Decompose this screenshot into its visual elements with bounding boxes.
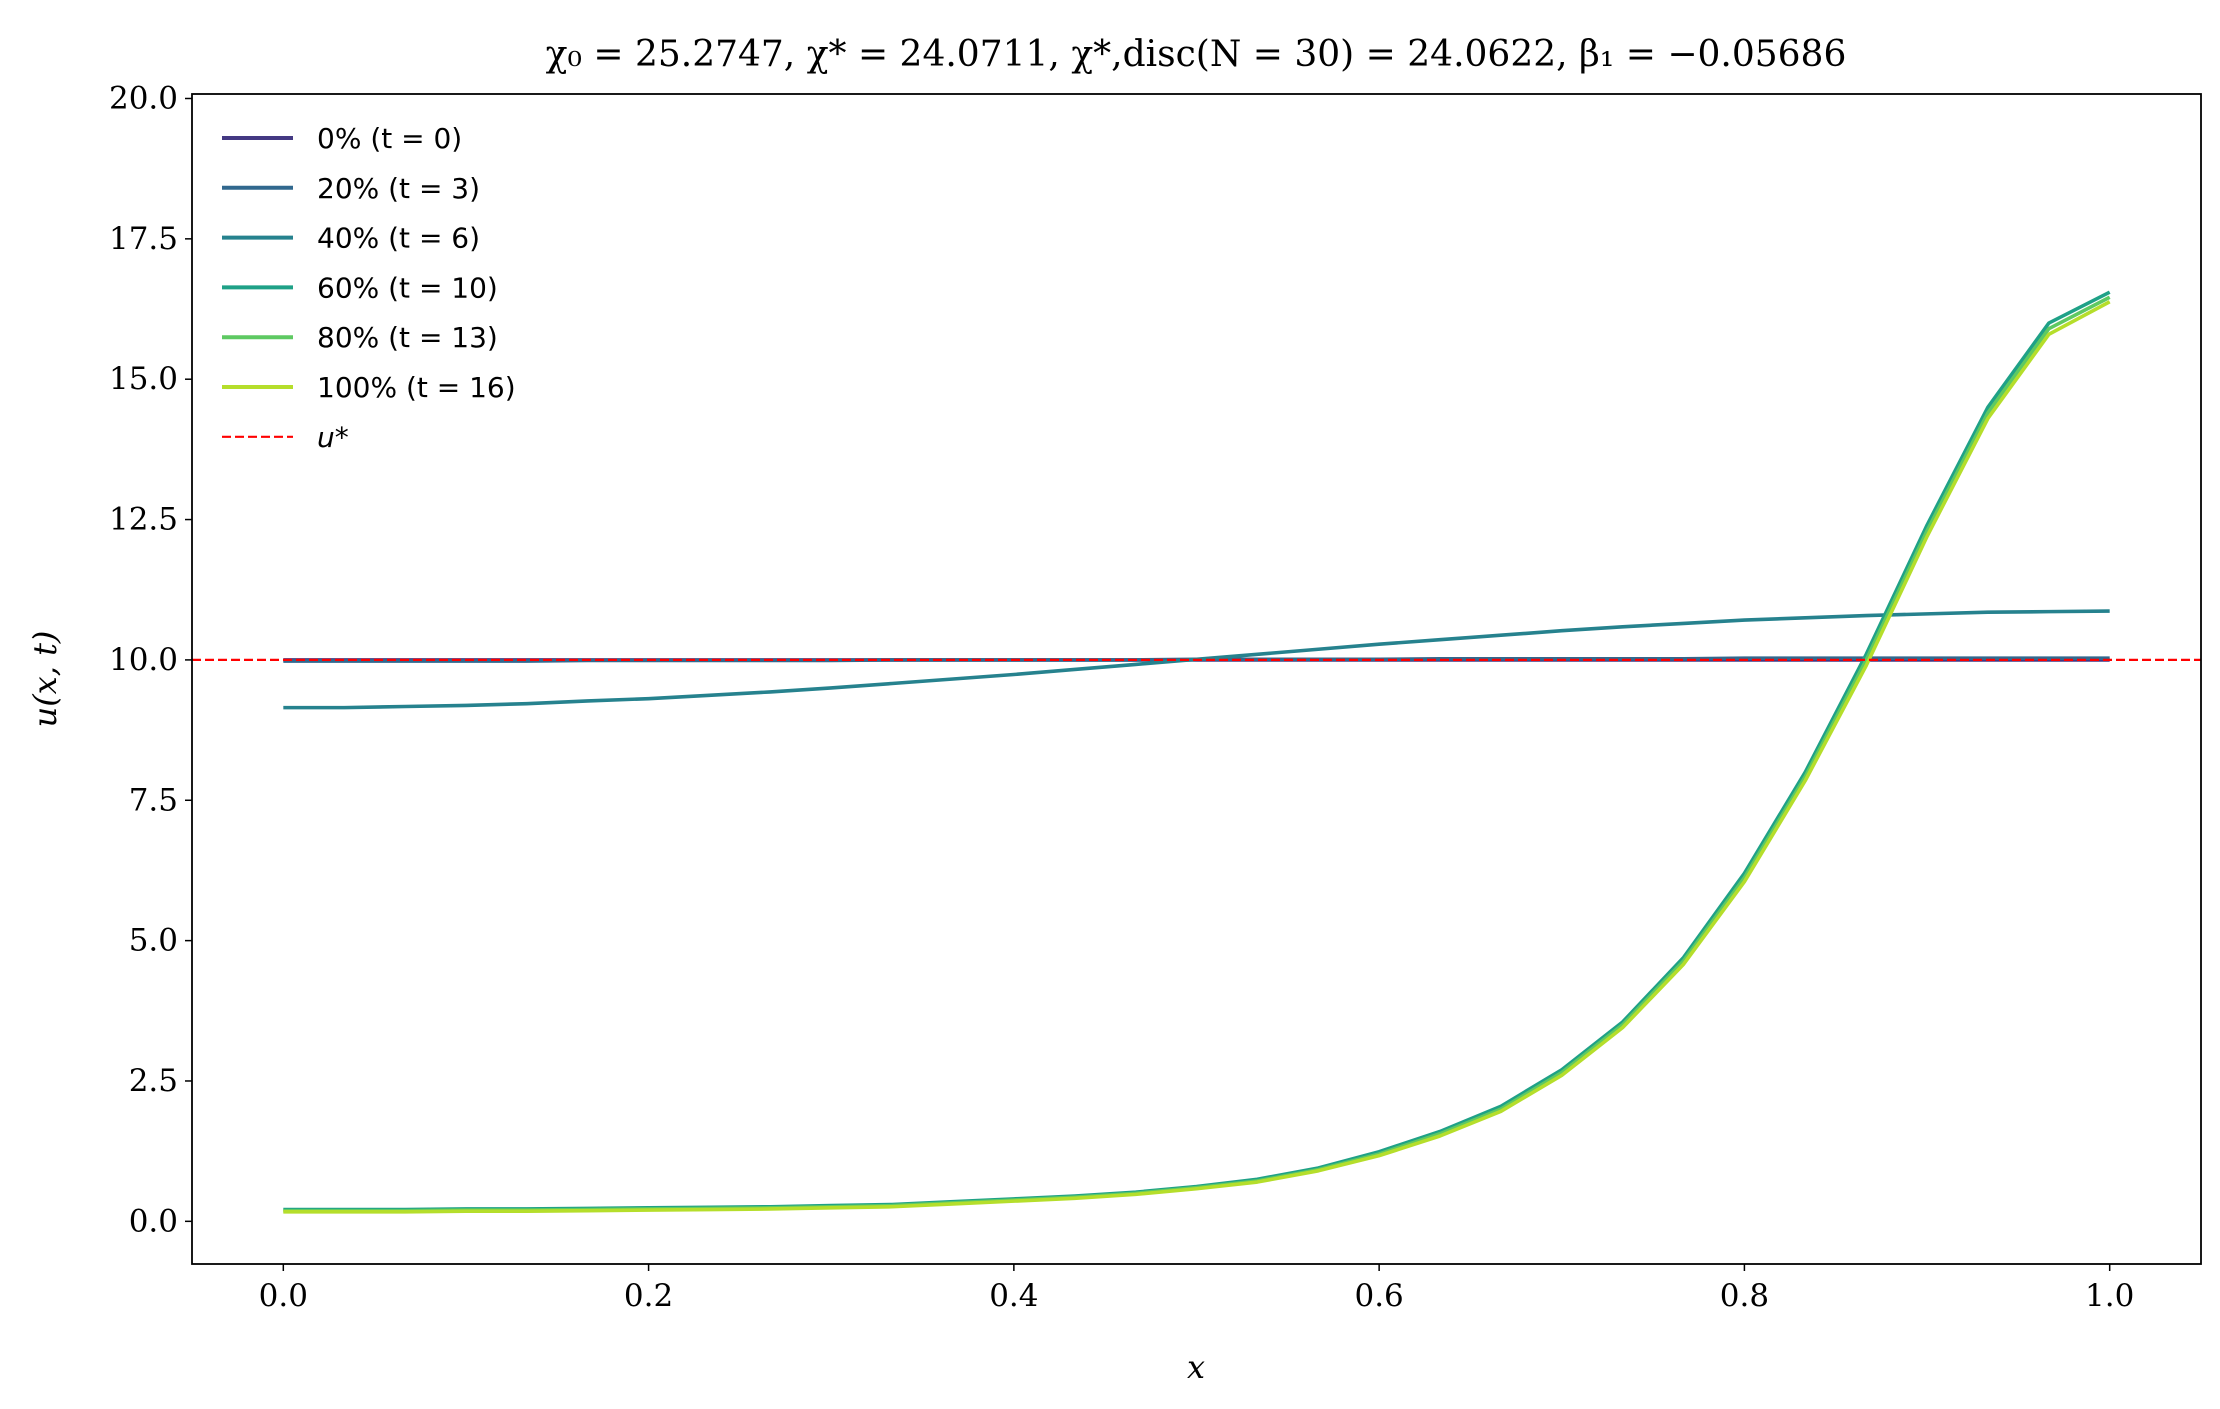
plot-frame (191, 93, 2202, 1265)
series-line (283, 295, 2111, 1213)
x-axis-label: x (1187, 1348, 1205, 1386)
x-tick-label: 0.4 (989, 1278, 1038, 1314)
x-tick-label: 0.8 (1720, 1278, 1769, 1314)
x-tick-label: 0.6 (1354, 1278, 1403, 1314)
chart-title: χ₀ = 25.2747, χ* = 24.0711, χ*,disc(N = … (546, 34, 1847, 75)
series-line (283, 300, 2111, 1214)
legend-label: 80% (t = 13) (317, 321, 498, 354)
y-tick-label: 7.5 (129, 782, 178, 818)
y-tick-label: 10.0 (109, 642, 178, 678)
series-line (283, 290, 2111, 1212)
plot-area (192, 290, 2201, 1214)
y-tick-label: 0.0 (129, 1203, 178, 1239)
x-tick-label: 0.0 (259, 1278, 308, 1314)
legend-label: 0% (t = 0) (317, 122, 462, 155)
y-tick-label: 20.0 (109, 80, 178, 116)
legend-label: 20% (t = 3) (317, 172, 480, 205)
legend-label: 60% (t = 10) (317, 271, 498, 304)
y-tick-label: 17.5 (109, 221, 178, 257)
y-axis-label: u(x, t) (26, 631, 64, 728)
y-tick-label: 15.0 (109, 361, 178, 397)
legend-label: 100% (t = 16) (317, 371, 516, 404)
legend-label: u* (317, 421, 349, 454)
y-tick-label: 12.5 (109, 502, 178, 538)
y-tick-label: 5.0 (129, 923, 178, 959)
x-tick-label: 0.2 (624, 1278, 673, 1314)
y-tick-label: 2.5 (129, 1063, 178, 1099)
legend-label: 40% (t = 6) (317, 222, 480, 255)
x-tick-label: 1.0 (2085, 1278, 2134, 1314)
